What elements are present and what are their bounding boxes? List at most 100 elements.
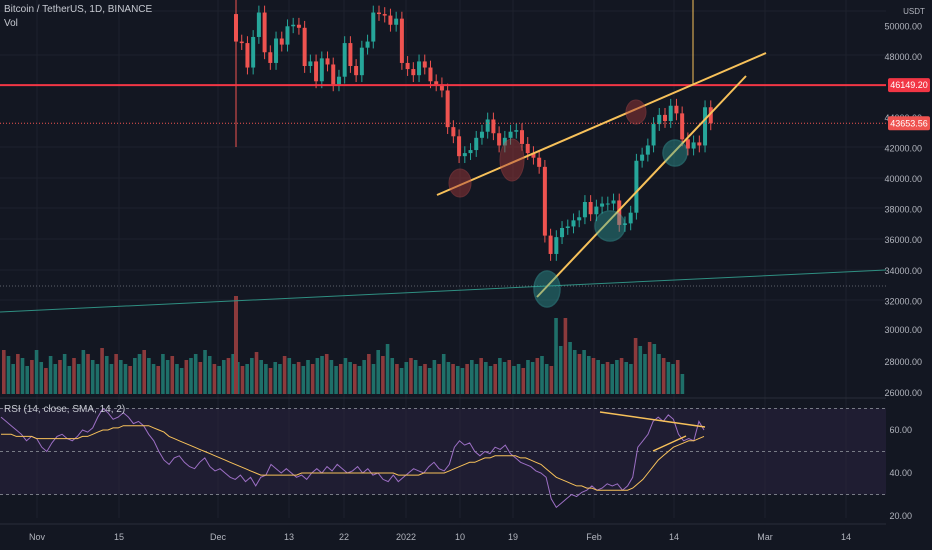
volume-bar <box>142 350 146 394</box>
candle-body <box>365 41 370 48</box>
candle-body <box>502 137 507 146</box>
volume-bar <box>357 366 362 394</box>
volume-bar <box>90 360 95 394</box>
candle-body <box>342 43 347 77</box>
volume-bar <box>512 366 516 394</box>
time-tick-label: Feb <box>586 532 602 542</box>
rsi-tick-label: 40.00 <box>889 468 912 478</box>
volume-bar <box>371 364 376 394</box>
volume-bar <box>250 358 254 394</box>
candle-body <box>399 18 404 63</box>
time-tick-label: 2022 <box>396 532 416 542</box>
volume-bar <box>231 354 235 394</box>
volume-bar <box>48 356 53 394</box>
volume-bar <box>507 360 512 394</box>
candle-body <box>685 139 690 149</box>
candle-body <box>571 220 576 227</box>
candle-body <box>285 26 290 45</box>
volume-legend: Vol <box>4 18 18 29</box>
candle-body <box>605 203 610 205</box>
candle-body <box>359 47 364 76</box>
candle-body <box>336 76 341 85</box>
candle-body <box>560 227 565 238</box>
candle-body <box>565 226 570 228</box>
candle-body <box>554 237 559 254</box>
time-tick-label: 14 <box>669 532 679 542</box>
volume-bar <box>292 364 296 394</box>
candle-body <box>657 114 662 125</box>
volume-bar <box>544 364 549 394</box>
volume-bar <box>234 296 238 394</box>
volume-bar <box>254 352 259 394</box>
volume-bar <box>474 364 479 394</box>
time-tick-label: 22 <box>339 532 349 542</box>
volume-bar <box>170 356 175 394</box>
volume-bar <box>53 364 58 394</box>
candle-body <box>537 157 542 167</box>
volume-bar <box>521 368 526 394</box>
rsi-tick-label: 60.00 <box>889 425 912 435</box>
volume-bar <box>2 350 6 394</box>
volume-bar <box>109 364 114 394</box>
candle-body <box>645 145 650 155</box>
candle-body <box>703 107 708 146</box>
candle-body <box>457 136 462 157</box>
price-badge-resistance <box>888 78 930 93</box>
candle-body <box>708 107 713 124</box>
volume-bar <box>44 368 48 394</box>
volume-bar <box>610 364 614 394</box>
volume-bar <box>596 360 600 394</box>
volume-bar <box>418 366 423 394</box>
volume-bar <box>348 362 352 394</box>
volume-bar <box>217 366 221 394</box>
candle-body <box>428 67 433 82</box>
volume-bar <box>587 356 591 394</box>
candle-body <box>296 24 301 28</box>
volume-bar <box>451 364 455 394</box>
volume-bar <box>193 354 198 394</box>
volume-bar <box>558 346 563 394</box>
price-tick-label: 34000.00 <box>884 266 922 276</box>
price-tick-label: 50000.00 <box>884 21 922 31</box>
volume-bar <box>540 356 544 394</box>
volume-bar <box>675 360 680 394</box>
volume-bar <box>432 360 437 394</box>
volume-bar <box>226 358 231 394</box>
volume-bar <box>530 362 535 394</box>
candle-body <box>617 200 622 225</box>
volume-bar <box>671 364 675 394</box>
volume-bar <box>455 366 460 394</box>
candle-body <box>577 217 582 221</box>
candle-body <box>485 119 490 132</box>
volume-bar <box>240 366 245 394</box>
volume-bar <box>306 360 310 394</box>
volume-bar <box>605 362 610 394</box>
volume-bar <box>404 362 409 394</box>
rsi-divergence-line <box>599 411 706 428</box>
volume-bar <box>320 356 324 394</box>
volume-bar <box>119 360 123 394</box>
volume-tick-label: 26000.00 <box>884 388 922 398</box>
highlight-green-ellipse <box>533 270 561 308</box>
volume-tick-label: 30000.00 <box>884 325 922 335</box>
volume-bar <box>151 364 156 394</box>
volume-bar <box>376 350 380 394</box>
volume-bar <box>446 362 451 394</box>
candle-body <box>691 142 696 149</box>
time-tick-label: 13 <box>284 532 294 542</box>
volume-bar <box>259 360 263 394</box>
volume-bar <box>95 364 100 394</box>
volume-bar <box>67 366 72 394</box>
candle-body <box>331 64 336 85</box>
candle-body <box>525 143 530 154</box>
volume-bar <box>72 358 76 394</box>
candle-body <box>348 43 353 67</box>
volume-bar <box>315 358 320 394</box>
volume-bar <box>212 364 217 394</box>
candle-body <box>600 203 605 207</box>
volume-bar <box>535 358 540 394</box>
volume-bar <box>413 360 418 394</box>
volume-bar <box>221 360 226 394</box>
price-tick-label: 40000.00 <box>884 174 922 184</box>
volume-bar <box>629 364 633 394</box>
